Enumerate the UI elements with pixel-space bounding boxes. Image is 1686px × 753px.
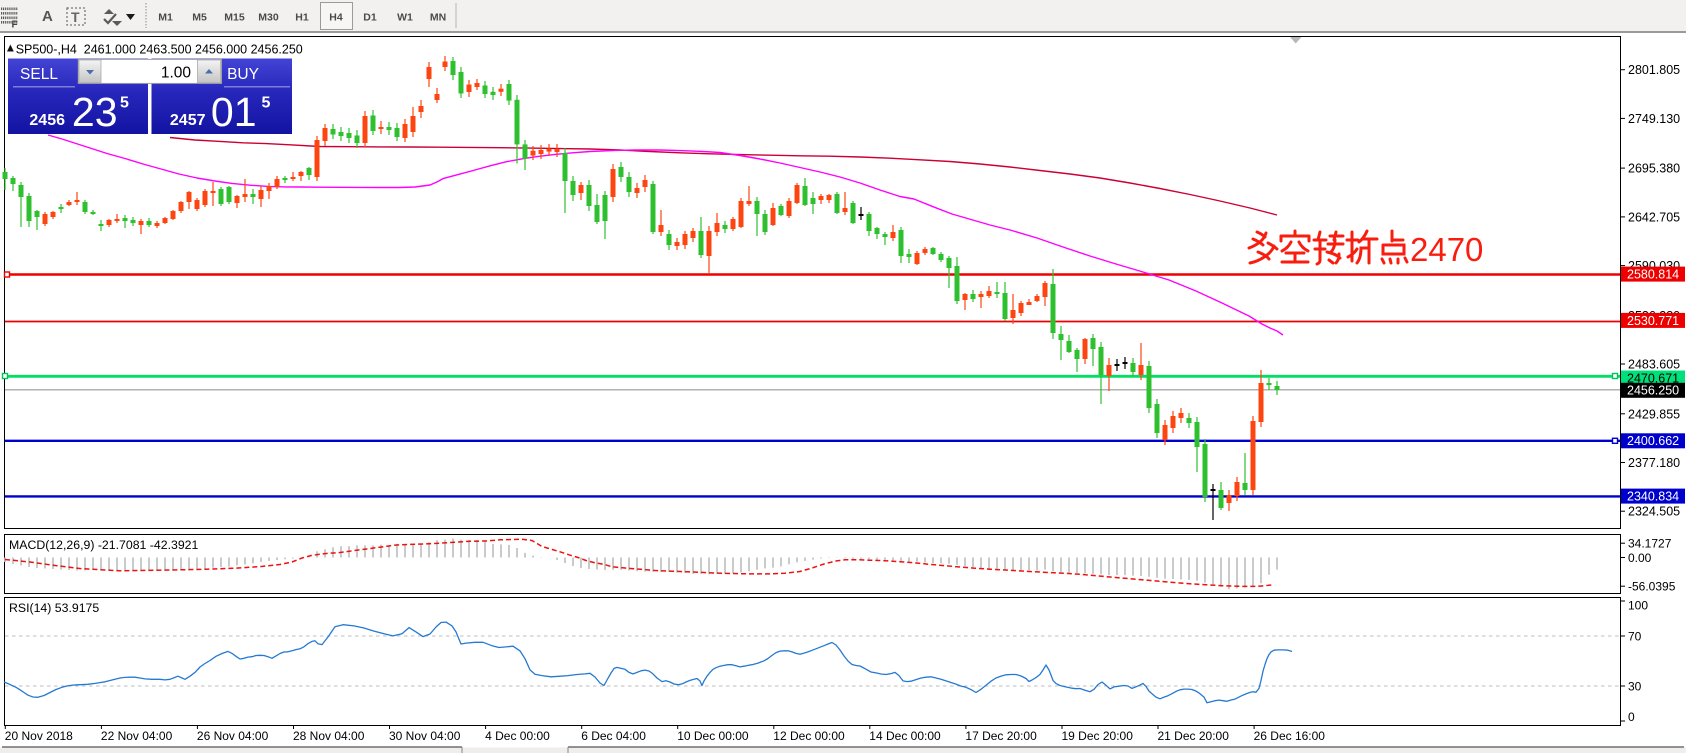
svg-text:10 Dec 00:00: 10 Dec 00:00	[677, 729, 749, 743]
svg-text:12 Dec 00:00: 12 Dec 00:00	[773, 729, 845, 743]
svg-text:1.00: 1.00	[161, 65, 192, 82]
svg-text:M1: M1	[158, 12, 173, 24]
svg-text:0: 0	[1628, 710, 1635, 724]
svg-text:MACD(12,26,9) -21.7081 -42.392: MACD(12,26,9) -21.7081 -42.3921	[9, 538, 199, 552]
svg-text:W1: W1	[397, 12, 413, 24]
svg-text:2801.805: 2801.805	[1628, 63, 1680, 77]
svg-text:21 Dec 20:00: 21 Dec 20:00	[1158, 729, 1230, 743]
svg-text:SELL: SELL	[20, 66, 58, 83]
svg-text:2340.834: 2340.834	[1627, 490, 1679, 504]
svg-text:20 Nov 2018: 20 Nov 2018	[5, 729, 73, 743]
svg-text:F: F	[12, 20, 18, 31]
svg-text:MN: MN	[430, 12, 446, 24]
svg-text:01: 01	[211, 89, 257, 135]
svg-text:RSI(14) 53.9175: RSI(14) 53.9175	[9, 601, 99, 615]
svg-text:30: 30	[1628, 679, 1642, 693]
svg-text:2470: 2470	[1410, 231, 1483, 268]
svg-text:2483.605: 2483.605	[1628, 358, 1680, 372]
svg-text:D1: D1	[363, 12, 377, 24]
svg-text:2642.705: 2642.705	[1628, 210, 1680, 224]
svg-text:0.00: 0.00	[1628, 551, 1652, 565]
svg-text:28 Nov 04:00: 28 Nov 04:00	[293, 729, 365, 743]
svg-text:100: 100	[1628, 598, 1648, 612]
svg-text:2324.505: 2324.505	[1628, 505, 1680, 519]
svg-text:22 Nov 04:00: 22 Nov 04:00	[101, 729, 173, 743]
svg-text:2400.662: 2400.662	[1627, 434, 1679, 448]
svg-text:BUY: BUY	[227, 66, 259, 83]
svg-text:26 Nov 04:00: 26 Nov 04:00	[197, 729, 269, 743]
svg-text:5: 5	[262, 95, 271, 112]
svg-text:34.1727: 34.1727	[1628, 537, 1672, 551]
svg-text:2470.671: 2470.671	[1627, 371, 1679, 385]
svg-text:2457: 2457	[170, 112, 206, 129]
svg-text:30 Nov 04:00: 30 Nov 04:00	[389, 729, 461, 743]
svg-text:SP500-,H4 2461.000 2463.500 2: SP500-,H4 2461.000 2463.500 2456.000 245…	[16, 43, 303, 57]
svg-text:2749.130: 2749.130	[1628, 112, 1680, 126]
svg-text:2377.180: 2377.180	[1628, 456, 1680, 470]
svg-text:A: A	[42, 8, 53, 25]
svg-text:2530.771: 2530.771	[1627, 314, 1679, 328]
svg-text:M15: M15	[224, 12, 245, 24]
svg-text:H4: H4	[329, 12, 343, 24]
svg-text:70: 70	[1628, 629, 1642, 643]
svg-text:2580.814: 2580.814	[1627, 268, 1679, 282]
svg-text:6 Dec 04:00: 6 Dec 04:00	[581, 729, 646, 743]
svg-text:M30: M30	[258, 12, 279, 24]
svg-text:-56.0395: -56.0395	[1628, 580, 1676, 594]
svg-text:2429.855: 2429.855	[1628, 407, 1680, 421]
svg-text:5: 5	[120, 95, 129, 112]
svg-text:2695.380: 2695.380	[1628, 162, 1680, 176]
svg-text:14 Dec 00:00: 14 Dec 00:00	[869, 729, 941, 743]
svg-text:23: 23	[72, 89, 118, 135]
svg-text:T: T	[71, 9, 80, 25]
svg-text:19 Dec 20:00: 19 Dec 20:00	[1062, 729, 1134, 743]
svg-text:2456: 2456	[29, 112, 65, 129]
svg-text:4 Dec 00:00: 4 Dec 00:00	[485, 729, 550, 743]
svg-text:26 Dec 16:00: 26 Dec 16:00	[1254, 729, 1326, 743]
svg-text:M5: M5	[192, 12, 207, 24]
svg-text:H1: H1	[295, 12, 309, 24]
svg-text:17 Dec 20:00: 17 Dec 20:00	[965, 729, 1037, 743]
svg-text:2456.250: 2456.250	[1627, 384, 1679, 398]
